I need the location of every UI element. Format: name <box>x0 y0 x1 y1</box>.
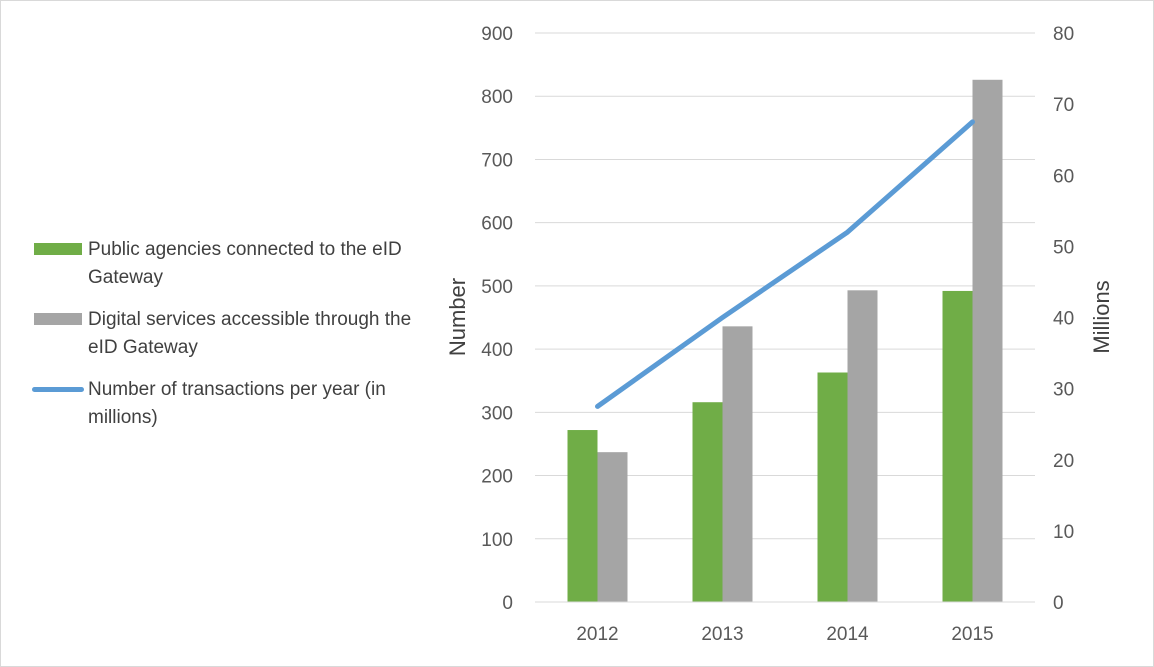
bar <box>972 79 1003 603</box>
y-tick-label: 300 <box>481 403 513 424</box>
y2-tick-label: 80 <box>1053 24 1074 45</box>
legend-label-transactions: Number of transactions per year (in mill… <box>88 379 386 428</box>
legend-swatch-transactions <box>32 387 84 392</box>
legend-item-digital-services: Digital services accessible through the … <box>32 306 422 362</box>
y-tick-label: 900 <box>481 24 513 45</box>
x-tick-label: 2014 <box>826 624 869 645</box>
x-tick-label: 2012 <box>576 624 618 645</box>
y2-tick-label: 0 <box>1053 593 1064 614</box>
y-tick-label: 500 <box>481 277 513 298</box>
y-tick-label: 400 <box>481 340 513 361</box>
y2-tick-label: 50 <box>1053 237 1074 258</box>
y2-tick-label: 60 <box>1053 166 1074 187</box>
x-tick-label: 2015 <box>951 624 993 645</box>
bar <box>847 290 878 602</box>
bar <box>817 372 848 602</box>
legend-label-public-agencies: Public agencies connected to the eID Gat… <box>88 239 402 288</box>
y-tick-label: 0 <box>502 593 513 614</box>
bar <box>567 430 598 602</box>
bar <box>597 452 628 602</box>
y2-tick-label: 70 <box>1053 95 1074 116</box>
bar <box>722 326 753 602</box>
legend-item-public-agencies: Public agencies connected to the eID Gat… <box>32 236 422 292</box>
y2-tick-label: 40 <box>1053 309 1074 330</box>
y2-tick-label: 30 <box>1053 380 1074 401</box>
y-tick-label: 100 <box>481 530 513 551</box>
legend-swatch-public-agencies <box>34 243 82 255</box>
series-line <box>595 119 975 409</box>
y-tick-label: 700 <box>481 150 513 171</box>
y2-axis-title: Millions <box>1089 280 1114 353</box>
legend-item-transactions: Number of transactions per year (in mill… <box>32 376 422 432</box>
y2-tick-label: 10 <box>1053 522 1074 543</box>
y-tick-label: 800 <box>481 87 513 108</box>
y2-tick-label: 20 <box>1053 451 1074 472</box>
legend: Public agencies connected to the eID Gat… <box>32 236 422 446</box>
y-axis-title: Number <box>445 278 470 356</box>
legend-label-digital-services: Digital services accessible through the … <box>88 309 412 358</box>
y-tick-label: 600 <box>481 214 513 235</box>
y-tick-label: 200 <box>481 467 513 488</box>
bar <box>942 290 973 602</box>
bar <box>692 402 723 602</box>
x-tick-label: 2013 <box>701 624 743 645</box>
legend-swatch-digital-services <box>34 313 82 325</box>
